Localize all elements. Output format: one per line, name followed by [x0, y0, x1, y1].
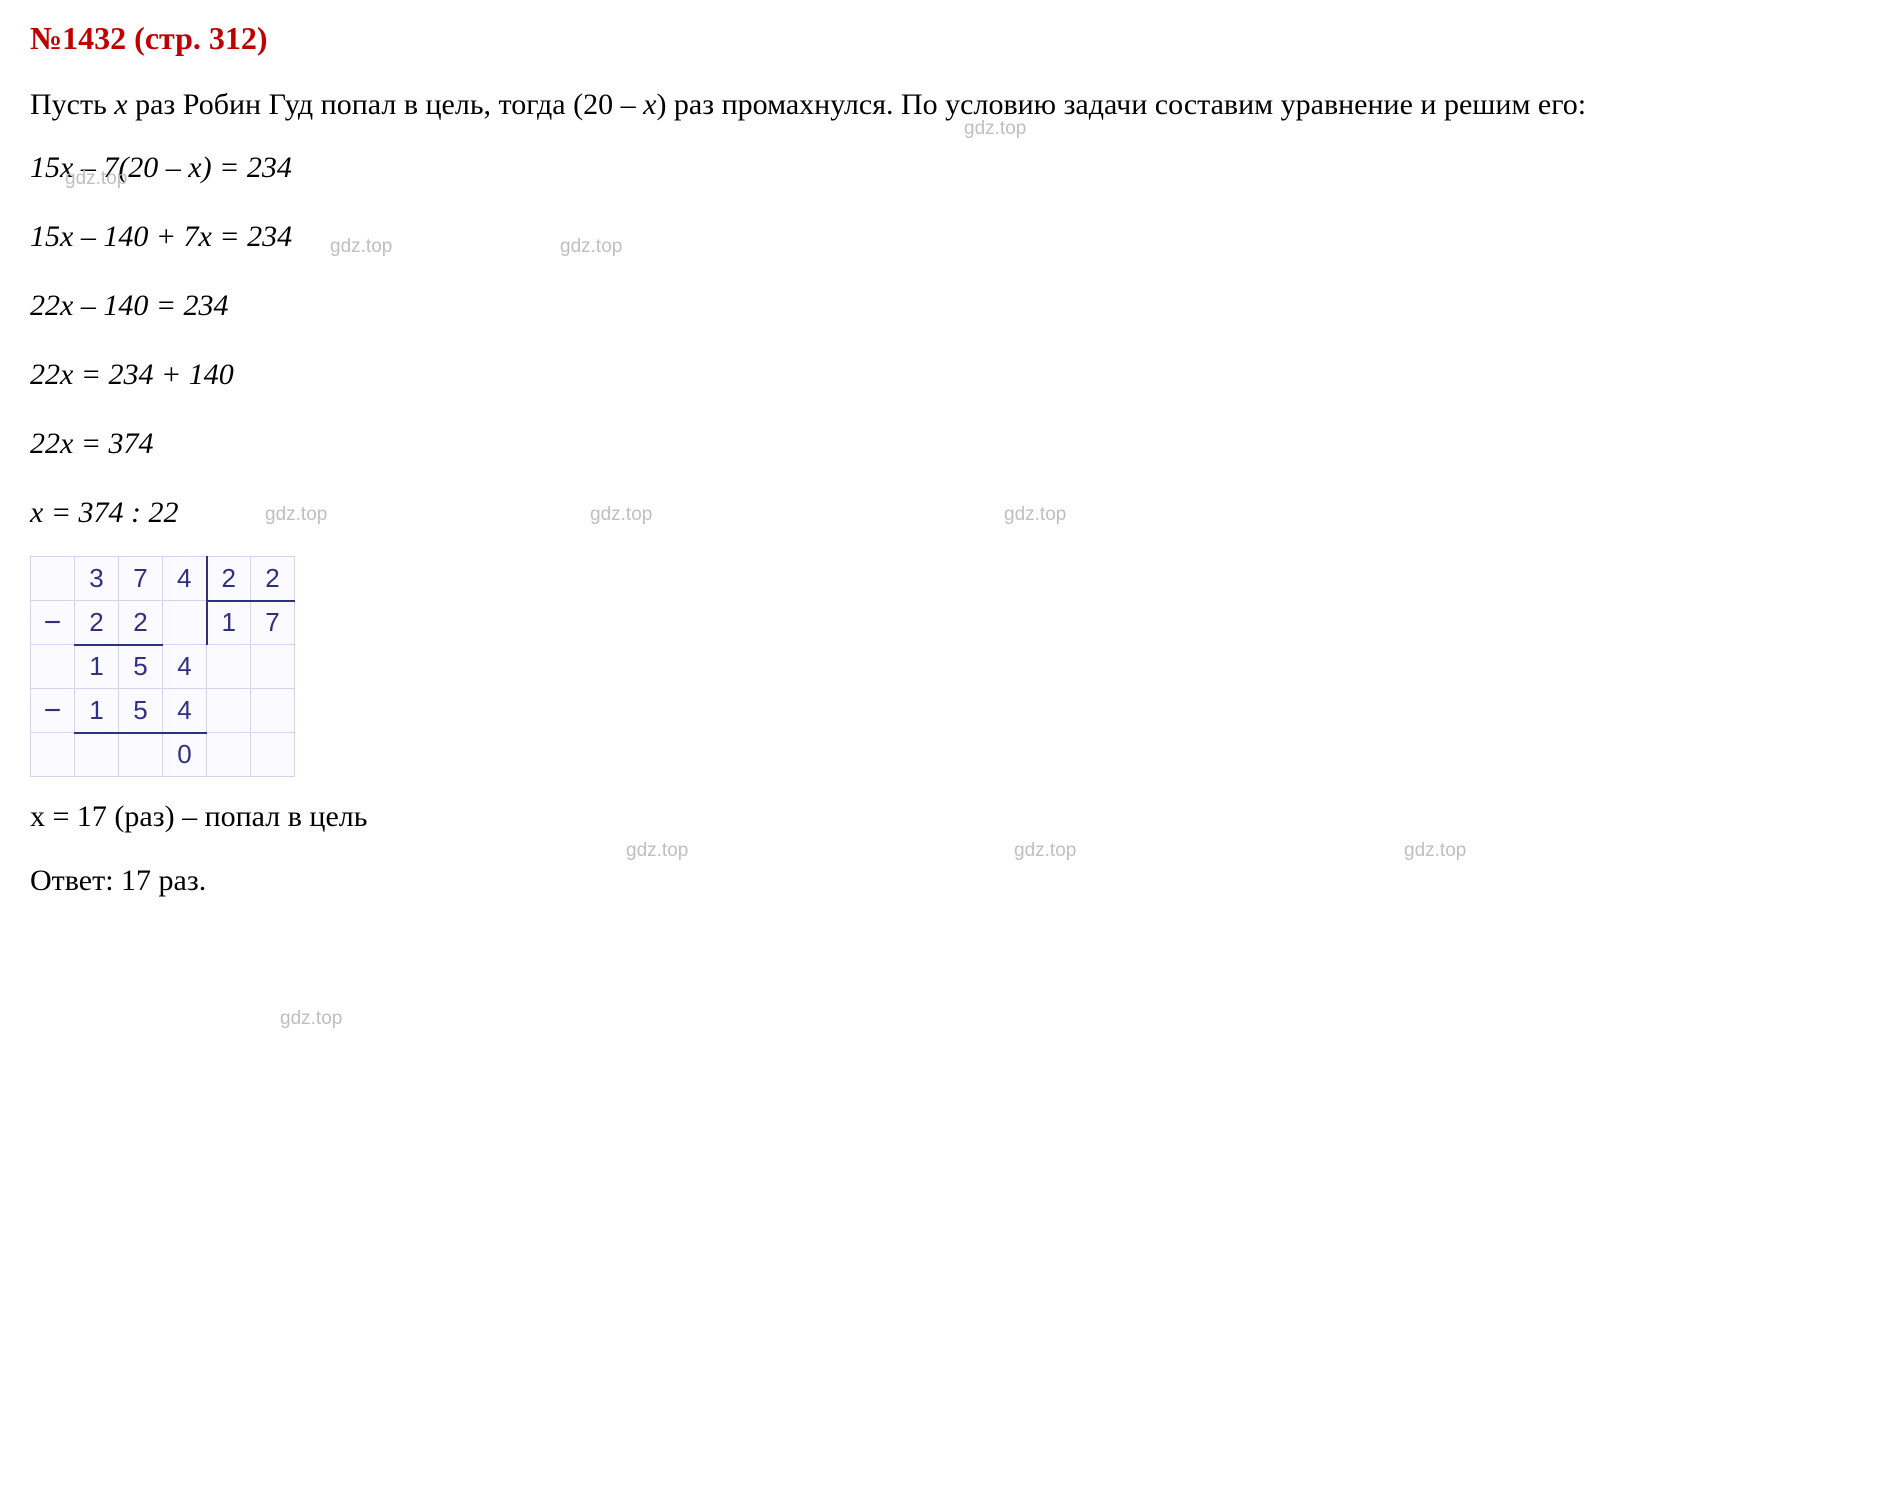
- cell: 2: [75, 601, 119, 645]
- cell: 5: [119, 645, 163, 689]
- answer-text: Ответ: 17 раз.: [30, 857, 1874, 905]
- cell: 2: [119, 601, 163, 645]
- cell: [207, 645, 251, 689]
- cell: 1: [75, 689, 119, 733]
- text-prefix: Пусть: [30, 88, 114, 121]
- minus-cell: −: [31, 689, 75, 733]
- cell: [207, 689, 251, 733]
- variable-x-2: x: [643, 88, 656, 121]
- cell: [251, 733, 295, 777]
- cell: 7: [119, 557, 163, 601]
- table-row: 0: [31, 733, 295, 777]
- cell: [75, 733, 119, 777]
- cell: 4: [163, 557, 207, 601]
- text-mid2: ) раз промахнулся. По условию задачи сос…: [656, 88, 1586, 121]
- equation-6: x = 374 : 22: [30, 487, 1874, 538]
- equation-2: 15x – 140 + 7x = 234: [30, 211, 1874, 262]
- equation-5: 22x = 374: [30, 418, 1874, 469]
- cell: 1: [75, 645, 119, 689]
- text-mid1: раз Робин Гуд попал в цель, тогда (20 –: [128, 88, 644, 121]
- minus-cell: −: [31, 601, 75, 645]
- problem-heading: №1432 (стр. 312): [30, 20, 1874, 57]
- long-division-table: 3 7 4 2 2 − 2 2 1 7 1 5 4 − 1 5 4 0: [30, 556, 295, 777]
- cell: [251, 689, 295, 733]
- cell: 2: [251, 557, 295, 601]
- cell: 4: [163, 689, 207, 733]
- table-row: 1 5 4: [31, 645, 295, 689]
- equation-4: 22x = 234 + 140: [30, 349, 1874, 400]
- equation-3: 22x – 140 = 234: [30, 280, 1874, 331]
- problem-text: Пусть x раз Робин Гуд попал в цель, тогд…: [30, 79, 1874, 130]
- watermark: gdz.top: [280, 1008, 342, 1030]
- cell: [31, 645, 75, 689]
- cell: [251, 645, 295, 689]
- cell: [207, 733, 251, 777]
- cell: 4: [163, 645, 207, 689]
- variable-x: x: [114, 88, 127, 121]
- equation-1: 15x – 7(20 – x) = 234: [30, 142, 1874, 193]
- cell: [31, 557, 75, 601]
- cell: [119, 733, 163, 777]
- table-row: − 2 2 1 7: [31, 601, 295, 645]
- result-text: x = 17 (раз) – попал в цель: [30, 793, 1874, 841]
- cell: 5: [119, 689, 163, 733]
- cell: 7: [251, 601, 295, 645]
- cell: [31, 733, 75, 777]
- cell: 3: [75, 557, 119, 601]
- cell: 1: [207, 601, 251, 645]
- cell: [163, 601, 207, 645]
- cell: 2: [207, 557, 251, 601]
- cell: 0: [163, 733, 207, 777]
- table-row: − 1 5 4: [31, 689, 295, 733]
- table-row: 3 7 4 2 2: [31, 557, 295, 601]
